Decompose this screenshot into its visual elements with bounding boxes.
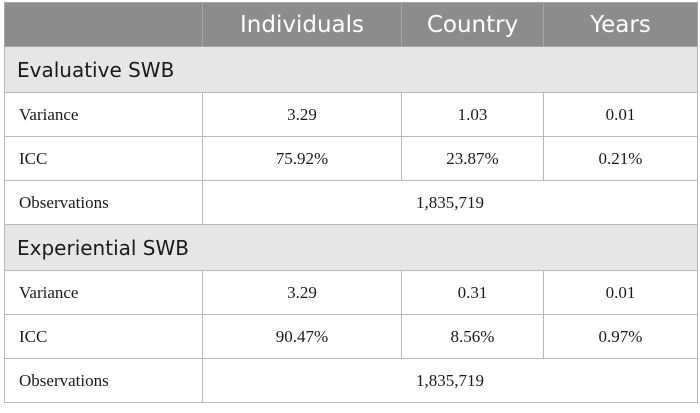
cell-individuals: 75.92%: [202, 136, 402, 181]
cell-years: 0.97%: [543, 314, 698, 359]
table-row: ICC 75.92% 23.87% 0.21%: [4, 136, 698, 181]
variance-decomposition-table: Individuals Country Years Evaluative SWB…: [4, 2, 698, 403]
cell-individuals: 90.47%: [202, 314, 402, 359]
header-years: Years: [543, 2, 698, 47]
header-corner-cell: [4, 2, 203, 47]
row-label: Variance: [4, 92, 203, 137]
cell-observations: 1,835,719: [202, 358, 698, 403]
section-row-experiential: Experiential SWB: [4, 224, 698, 271]
cell-country: 8.56%: [401, 314, 544, 359]
cell-country: 23.87%: [401, 136, 544, 181]
table-header-row: Individuals Country Years: [4, 2, 698, 47]
table-row: Observations 1,835,719: [4, 180, 698, 225]
cell-individuals: 3.29: [202, 92, 402, 137]
table-row: Observations 1,835,719: [4, 358, 698, 403]
cell-observations: 1,835,719: [202, 180, 698, 225]
row-label: Observations: [4, 358, 203, 403]
cell-years: 0.21%: [543, 136, 698, 181]
cell-country: 0.31: [401, 270, 544, 315]
section-row-evaluative: Evaluative SWB: [4, 46, 698, 93]
header-individuals: Individuals: [202, 2, 402, 47]
row-label: Variance: [4, 270, 203, 315]
cell-years: 0.01: [543, 270, 698, 315]
row-label: ICC: [4, 314, 203, 359]
row-label: Observations: [4, 180, 203, 225]
section-title: Experiential SWB: [4, 224, 698, 271]
row-label: ICC: [4, 136, 203, 181]
table-row: Variance 3.29 1.03 0.01: [4, 92, 698, 137]
table-row: ICC 90.47% 8.56% 0.97%: [4, 314, 698, 359]
section-title: Evaluative SWB: [4, 46, 698, 93]
table-row: Variance 3.29 0.31 0.01: [4, 270, 698, 315]
header-country: Country: [401, 2, 544, 47]
cell-individuals: 3.29: [202, 270, 402, 315]
cell-years: 0.01: [543, 92, 698, 137]
cell-country: 1.03: [401, 92, 544, 137]
